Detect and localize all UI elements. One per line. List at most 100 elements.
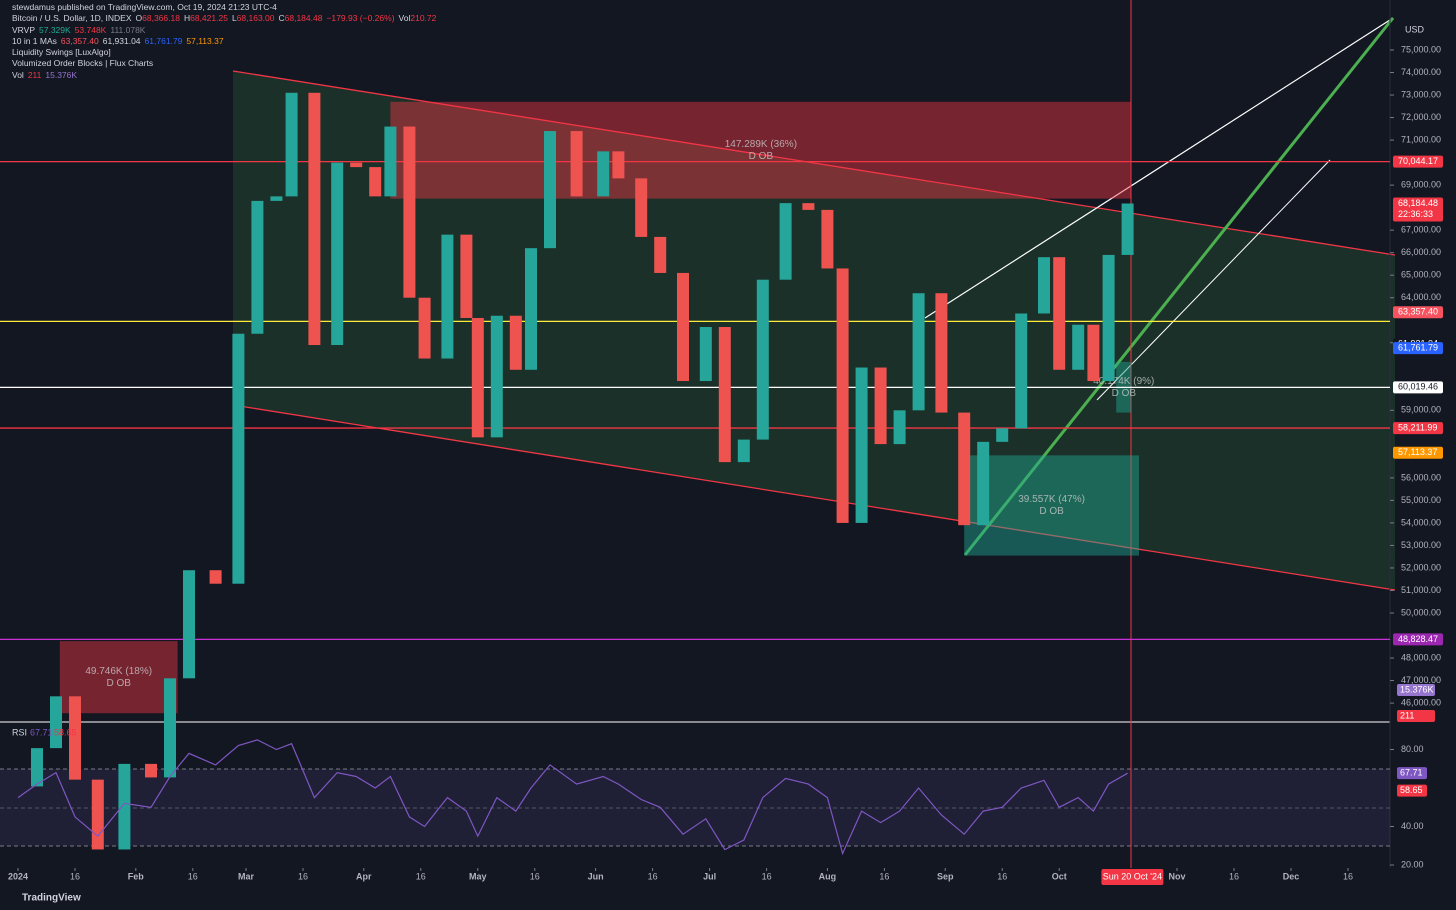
order-block-label: 49.746K (18%) <box>85 666 152 677</box>
candle <box>50 696 62 749</box>
order-block <box>964 455 1139 556</box>
candle <box>270 196 283 201</box>
ohlc-value: 68,366.18 <box>142 13 180 24</box>
candle <box>718 326 731 463</box>
price-label-box <box>1393 155 1443 168</box>
rsi-line <box>17 739 1128 856</box>
rsi-tick-label: 20.00 <box>1401 859 1424 869</box>
order-block-sub: D OB <box>1039 506 1064 517</box>
candle <box>597 151 610 197</box>
candle <box>756 279 769 440</box>
x-tick-label: 16 <box>70 871 80 881</box>
candle <box>471 317 484 438</box>
candle <box>31 748 43 787</box>
indicator-value: 57.329K <box>39 24 71 35</box>
y-tick-label: 75,000.00 <box>1401 44 1441 54</box>
candle <box>677 272 689 382</box>
indicator-value: 111.078K <box>110 24 146 35</box>
candle <box>1102 254 1115 382</box>
candle <box>612 151 625 179</box>
candle <box>737 439 750 463</box>
candle <box>418 297 431 359</box>
candle <box>384 126 397 197</box>
y-tick-label: 54,000.00 <box>1401 517 1441 527</box>
ohlc-label: C <box>278 13 285 24</box>
candle <box>91 779 104 850</box>
candle <box>654 236 667 273</box>
y-tick-label: 74,000.00 <box>1401 67 1441 77</box>
indicator-value: 61,931.04 <box>102 35 141 46</box>
candle <box>821 209 834 269</box>
indicator-name: Volumized Order Blocks | Flux Charts <box>12 58 154 69</box>
price-label-box <box>1393 446 1443 459</box>
order-block-sub: D OB <box>749 151 774 162</box>
x-tick-label: 16 <box>997 871 1007 881</box>
x-tick-label: Nov <box>1168 871 1185 881</box>
ohlc-label: O <box>135 13 143 24</box>
price-label-box <box>1393 381 1443 394</box>
channel-fill <box>233 71 1395 590</box>
x-tick-label: May <box>469 871 487 881</box>
x-tick-label: 16 <box>879 871 889 881</box>
price-label-box <box>1393 342 1443 355</box>
x-tick-label: 2024 <box>8 871 28 881</box>
candle <box>544 131 556 249</box>
x-tick-label: Apr <box>356 871 372 881</box>
legend-line: Bitcoin / U.S. Dollar, 1D, INDEX O68,366.… <box>12 13 440 24</box>
rsi-label: 67.71 <box>1400 768 1423 778</box>
legend-line: VRVP 57.329K 53.748K 111.078K <box>12 25 440 36</box>
x-tick-label: Feb <box>128 871 145 881</box>
candle <box>1087 324 1100 382</box>
y-tick-label: 46,000.00 <box>1401 697 1441 707</box>
candle <box>118 763 131 850</box>
price-label: 63,357.40 <box>1398 307 1438 317</box>
candle <box>251 200 264 334</box>
volume-label-box <box>1397 710 1435 722</box>
price-label-box <box>1393 422 1443 435</box>
indicator-value: 61,761.79 <box>144 35 183 46</box>
price-label-sub: 22:36:33 <box>1398 209 1433 219</box>
legend-line: Vol 211 15.376K <box>12 70 440 81</box>
price-label-box <box>1393 197 1443 222</box>
order-block-label: 147.289K (36%) <box>725 139 797 150</box>
price-label: 58,211.99 <box>1398 422 1437 432</box>
candle <box>836 268 849 523</box>
candle <box>779 203 792 280</box>
candle <box>369 167 382 197</box>
candle <box>1038 257 1050 314</box>
legend-line: Volumized Order Blocks | Flux Charts <box>12 58 440 69</box>
cursor-label: Sun 20 Oct '24 <box>1103 871 1162 881</box>
change: −179.93 (−0.26%) <box>326 13 395 24</box>
x-tick-label: 16 <box>1343 871 1353 881</box>
ohlc-value: 68,163.00 <box>236 13 275 24</box>
candle <box>164 678 176 778</box>
candle <box>441 234 454 359</box>
candle <box>570 131 583 197</box>
x-tick-label: Jul <box>703 871 716 881</box>
x-tick-label: 16 <box>648 871 658 881</box>
trend-line <box>924 17 1394 319</box>
rsi-value: 67.71 <box>30 727 53 737</box>
candle <box>912 293 925 411</box>
publisher: stewdamus published on TradingView.com, … <box>12 2 277 12</box>
x-tick-label: Aug <box>819 871 837 881</box>
candle <box>996 428 1009 442</box>
candle <box>209 570 222 584</box>
price-label-box <box>1393 306 1443 319</box>
candle <box>935 293 948 413</box>
order-block-label: 40.174K (9%) <box>1093 376 1154 387</box>
indicator-name: VRVP <box>12 24 35 35</box>
rsi-label: 58.65 <box>1400 785 1423 795</box>
y-tick-label: 69,000.00 <box>1401 179 1441 189</box>
y-tick-label: 50,000.00 <box>1401 607 1441 617</box>
y-tick-label: 53,000.00 <box>1401 540 1441 550</box>
candle <box>874 367 887 445</box>
rsi-label-box <box>1397 767 1427 780</box>
rsi-title: RSI <box>12 727 27 737</box>
x-tick-label: 16 <box>762 871 772 881</box>
ohlc-label: H <box>183 13 191 24</box>
ohlc-value: 68,184.48 <box>284 13 323 24</box>
x-tick-label: 16 <box>1229 871 1239 881</box>
